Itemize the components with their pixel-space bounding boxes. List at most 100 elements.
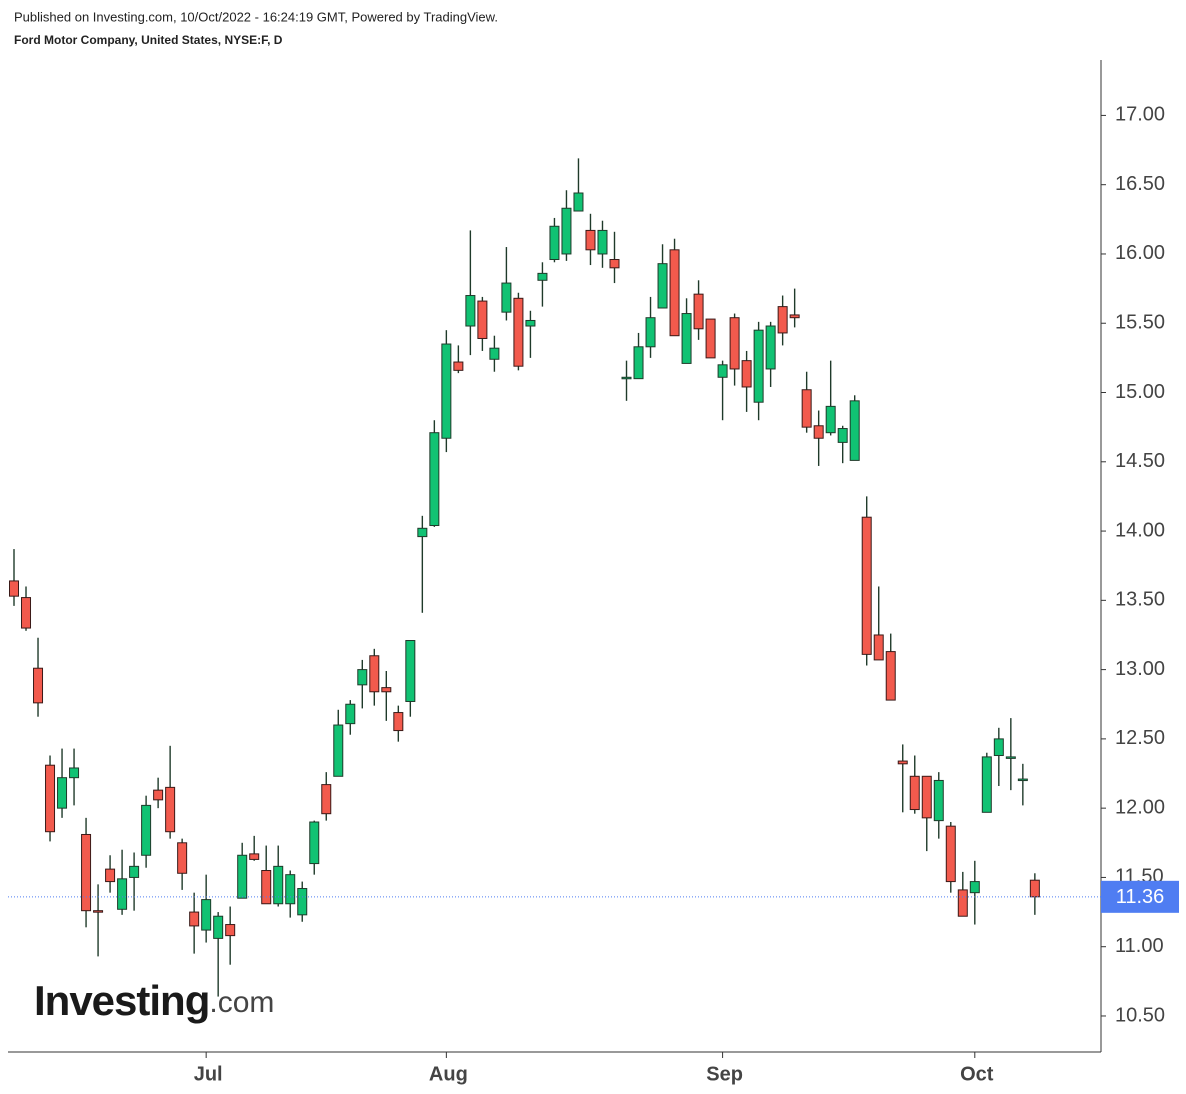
candle-body (1005, 756, 1016, 759)
candle-body (813, 425, 824, 439)
candle-body (165, 786, 176, 833)
candle-body (81, 833, 92, 912)
y-tick-label: 15.50 (1115, 312, 1165, 334)
candle-body (141, 804, 152, 856)
candle-body (465, 295, 476, 327)
candle-body (225, 924, 236, 937)
x-tick-label: Jul (194, 1063, 223, 1085)
candle-body (849, 400, 860, 461)
candle-body (309, 821, 320, 865)
candle-body (345, 703, 356, 725)
y-tick-label: 12.50 (1115, 727, 1165, 749)
candle-body (129, 865, 140, 878)
candle-body (189, 911, 200, 927)
candle-body (681, 313, 692, 364)
candle-body (381, 687, 392, 693)
published-note: Published on Investing.com, 10/Oct/2022 … (14, 9, 498, 24)
candle-body (549, 225, 560, 261)
candle-body (405, 640, 416, 702)
candle-body (825, 405, 836, 434)
candle-body (9, 580, 19, 597)
x-tick-label: Oct (960, 1063, 994, 1085)
y-tick-label: 15.00 (1115, 381, 1165, 403)
candle-body (669, 249, 680, 337)
candle-body (741, 360, 752, 388)
candle-body (645, 317, 656, 348)
last-price-label: 11.36 (1116, 886, 1165, 908)
candle-body (777, 306, 788, 334)
y-tick-label: 17.00 (1115, 104, 1165, 126)
candle-body (585, 229, 596, 251)
logo: Investing.com (34, 977, 274, 1024)
candle-body (921, 775, 932, 819)
candle-body (909, 775, 920, 811)
candle-body (993, 738, 1004, 757)
logo-suffix: .com (209, 986, 274, 1019)
y-tick-label: 16.00 (1115, 242, 1165, 264)
candle-body (321, 784, 332, 815)
candle-body (357, 669, 368, 686)
candle-body (417, 527, 428, 538)
candle-body (21, 597, 32, 629)
candle-body (657, 263, 668, 309)
candle-body (597, 229, 608, 255)
candle-body (93, 910, 104, 913)
y-tick-label: 14.00 (1115, 519, 1165, 541)
candle-body (705, 318, 716, 359)
x-tick-label: Sep (706, 1063, 743, 1085)
candle-body (297, 888, 308, 916)
candle-body (933, 779, 944, 822)
y-tick-label: 11.00 (1115, 935, 1164, 957)
y-tick-label: 12.00 (1115, 796, 1165, 818)
candle-body (489, 347, 500, 360)
last-price-badge (1101, 880, 1179, 913)
candle-body (453, 361, 464, 371)
y-tick-label: 10.50 (1115, 1004, 1165, 1026)
candle-body (633, 346, 644, 380)
candle-body (513, 297, 524, 367)
candle-body (897, 760, 908, 765)
candle-body (501, 282, 512, 313)
candle-body (69, 767, 80, 779)
candle-body (561, 207, 572, 255)
candle-body (981, 756, 992, 813)
candle-body (801, 389, 812, 428)
symbol-title: Ford Motor Company, United States, NYSE:… (14, 33, 283, 47)
candle-body (621, 376, 632, 380)
candle-body (477, 300, 488, 339)
candle-body (789, 314, 800, 319)
candle-body (885, 651, 896, 701)
candle-body (285, 874, 296, 905)
candle-body (573, 192, 584, 212)
candle-body (153, 789, 164, 801)
candle-body (429, 432, 440, 527)
candle-body (537, 272, 548, 281)
candle-body (333, 724, 344, 777)
candle-body (201, 899, 212, 931)
candle-body (117, 878, 128, 910)
candle-body (273, 865, 284, 905)
candle-body (369, 655, 380, 693)
candle-body (1017, 778, 1028, 782)
candle-body (177, 842, 188, 874)
candle-body (441, 343, 452, 439)
candle-body (45, 764, 56, 833)
candle-body (717, 364, 728, 378)
candle-body (609, 259, 620, 269)
candle-body (729, 317, 740, 370)
candle-body (1029, 879, 1040, 898)
candle-body (873, 634, 884, 661)
candle-body (693, 293, 704, 330)
candle-body (213, 915, 224, 939)
candle-body (33, 667, 44, 704)
y-tick-label: 13.50 (1115, 589, 1165, 611)
candle-body (237, 854, 248, 899)
candle-body (837, 428, 848, 443)
candle-body (765, 325, 776, 370)
y-tick-label: 14.50 (1115, 450, 1165, 472)
y-tick-label: 16.50 (1115, 173, 1165, 195)
candle-body (105, 868, 116, 883)
y-tick-label: 13.00 (1115, 658, 1165, 680)
x-tick-label: Aug (429, 1063, 468, 1085)
